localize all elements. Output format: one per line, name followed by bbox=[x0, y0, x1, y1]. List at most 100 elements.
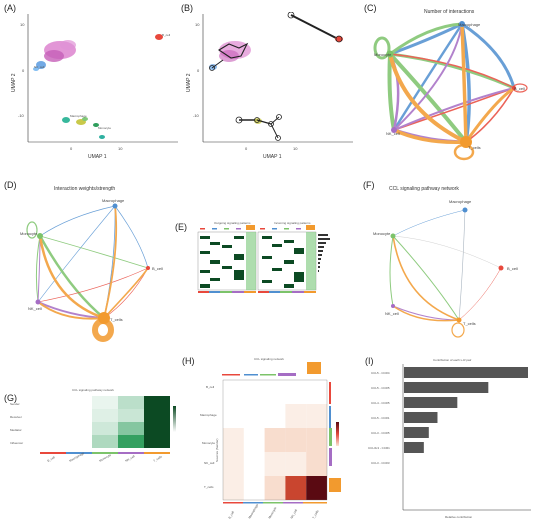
panel-h-cell bbox=[306, 404, 327, 428]
panel-i-label: (I) bbox=[365, 356, 374, 366]
panel-c-node-bcell bbox=[512, 86, 516, 90]
panel-h-cell bbox=[264, 452, 286, 476]
panel-a-xtick-10: 10 bbox=[118, 146, 123, 151]
panel-i-bars bbox=[404, 367, 528, 453]
panel-g-cell bbox=[66, 396, 92, 409]
panel-g-cell bbox=[144, 422, 170, 435]
panel-a-label: (A) bbox=[4, 3, 16, 13]
panel-b-label: (B) bbox=[181, 3, 193, 13]
panel-d-weight-network: Interaction weights/strength Macrophage … bbox=[20, 186, 163, 342]
panel-g-heatmap-cells bbox=[40, 396, 170, 448]
panel-a-ytick-neg10: -10 bbox=[18, 113, 25, 118]
panel-f-label-macrophage: Macrophage bbox=[449, 199, 472, 204]
panel-g-cell bbox=[118, 396, 144, 409]
panel-h-cell bbox=[306, 428, 327, 452]
panel-b-xtick-10: 10 bbox=[293, 146, 298, 151]
panel-g-cell bbox=[92, 396, 118, 409]
panel-g-col-4: T_cells bbox=[153, 454, 164, 462]
panel-a-macrophage-cluster bbox=[62, 117, 88, 125]
panel-h-title: CCL signaling network bbox=[254, 357, 284, 361]
panel-c-label-nkcell: NK_cell bbox=[386, 131, 400, 136]
panel-b-ytick-neg10: -10 bbox=[193, 113, 200, 118]
panel-h-row-2: Monocyte bbox=[202, 441, 215, 445]
panel-e-label: (E) bbox=[175, 222, 187, 232]
panel-f-label-monocyte: Monocyte bbox=[373, 231, 391, 236]
panel-a-label-nk: NK_cell bbox=[34, 65, 45, 69]
panel-e-signaling-heatmaps: Outgoing signaling patterns Incoming sig… bbox=[197, 221, 330, 293]
panel-h-cell bbox=[264, 428, 286, 452]
panel-a-xlabel: UMAP 1 bbox=[88, 154, 107, 160]
panel-b-tcell-cluster bbox=[217, 41, 251, 62]
panel-h-cell bbox=[223, 428, 244, 452]
panel-h-col-3: NK_cell bbox=[289, 508, 298, 519]
panel-c-label-monocyte: Monocyte bbox=[374, 52, 392, 57]
panel-d-node-bcell bbox=[146, 266, 150, 270]
panel-g-col-0: B_cell bbox=[47, 455, 56, 463]
panel-f-node-bcell bbox=[498, 265, 504, 271]
panel-a-ytick-0: 0 bbox=[22, 68, 25, 73]
panel-i-pair-4: CCL3 - CCR5 bbox=[371, 431, 390, 435]
panel-g-row-2: Mediator bbox=[10, 428, 22, 432]
panel-a-ytick-10: 10 bbox=[20, 22, 25, 27]
panel-f-label: (F) bbox=[363, 180, 375, 190]
panel-f-node-macrophage bbox=[462, 207, 468, 213]
panel-a-label-macro: Macrophage bbox=[70, 114, 87, 118]
panel-b-xtick-0: 0 bbox=[245, 146, 248, 151]
panel-h-cell bbox=[285, 476, 307, 500]
panel-b-bcell-trajectory bbox=[287, 12, 343, 43]
panel-i-pair-1: CCL5 - CCR5 bbox=[371, 386, 390, 390]
panel-g-role-heatmap: CCL signaling pathway network Sender Rec… bbox=[10, 388, 176, 463]
panel-d-title: Interaction weights/strength bbox=[54, 186, 115, 192]
panel-g-cell bbox=[92, 435, 118, 448]
panel-d-label: (D) bbox=[4, 180, 17, 190]
panel-d-node-macrophage bbox=[112, 203, 118, 209]
panel-g-title: CCL signaling pathway network bbox=[72, 388, 114, 392]
panel-g-cell bbox=[118, 422, 144, 435]
panel-a-label-mono: Monocyte bbox=[98, 126, 111, 130]
panel-f-node-monocyte bbox=[390, 233, 396, 239]
panel-g-row-0: Sender bbox=[10, 402, 20, 406]
panel-c-node-macrophage bbox=[459, 21, 465, 27]
panel-g-cell bbox=[144, 435, 170, 448]
panel-e-barplots bbox=[318, 234, 330, 272]
panel-d-node-nkcell bbox=[35, 299, 41, 305]
panel-d-label-tcells: T_cells bbox=[110, 317, 123, 322]
panel-h-row-4: T_cells bbox=[204, 485, 214, 489]
panel-h-row-1: Macrophage bbox=[200, 413, 217, 417]
panel-h-heatmap-cells bbox=[223, 404, 327, 500]
panel-g-cell bbox=[92, 409, 118, 422]
panel-h-ylabel: Sources (Sender) bbox=[215, 438, 219, 462]
panel-c-node-nkcell bbox=[391, 127, 397, 133]
panel-i-bar bbox=[404, 367, 528, 378]
panel-i-pair-3: CCL5 - CCR1 bbox=[371, 416, 390, 420]
panel-h-cell bbox=[306, 476, 327, 500]
panel-h-cell bbox=[285, 428, 307, 452]
panel-f-node-tcells bbox=[456, 317, 462, 323]
panel-e-left-title: Outgoing signaling patterns bbox=[214, 221, 251, 225]
panel-g-row-1: Receiver bbox=[10, 415, 22, 419]
panel-g-col-2: Monocyte bbox=[99, 453, 113, 463]
panel-b-nk-cluster bbox=[209, 59, 224, 71]
panel-i-pair-5: CCL3L3 - CCR1 bbox=[368, 446, 390, 450]
panel-h-col-0: B_cell bbox=[227, 510, 235, 519]
panel-b-myeloid-trajectory bbox=[235, 114, 282, 141]
panel-g-cell bbox=[92, 422, 118, 435]
panel-h-cell bbox=[285, 452, 307, 476]
panel-h-cell bbox=[285, 404, 307, 428]
panel-c-label-macrophage: Macrophage bbox=[458, 22, 481, 27]
panel-g-cell bbox=[118, 409, 144, 422]
panel-a-umap: 10 0 -10 0 10 UMAP 1 UMAP 2 NK_cell B_ce… bbox=[11, 14, 178, 160]
panel-f-title: CCL signaling pathway network bbox=[389, 186, 459, 192]
panel-h-ccl-heatmap: CCL signaling network Sources (Sender) B… bbox=[200, 357, 341, 520]
panel-i-bar bbox=[404, 427, 429, 438]
panel-g-cell bbox=[66, 422, 92, 435]
panel-a-xtick-0: 0 bbox=[70, 146, 73, 151]
panel-b-ylabel: UMAP 2 bbox=[186, 73, 192, 92]
panel-g-cell bbox=[40, 435, 66, 448]
panel-h-row-3: NK_cell bbox=[204, 461, 215, 465]
panel-i-pair-0: CCL5 - CCR4 bbox=[371, 371, 390, 375]
panel-i-pair-2: CCL4 - CCR5 bbox=[371, 401, 390, 405]
panel-d-label-nkcell: NK_cell bbox=[28, 306, 42, 311]
panel-f-ccl-network: CCL signaling pathway network Macrophage… bbox=[373, 186, 518, 338]
panel-a-monocyte-cluster bbox=[93, 123, 105, 139]
